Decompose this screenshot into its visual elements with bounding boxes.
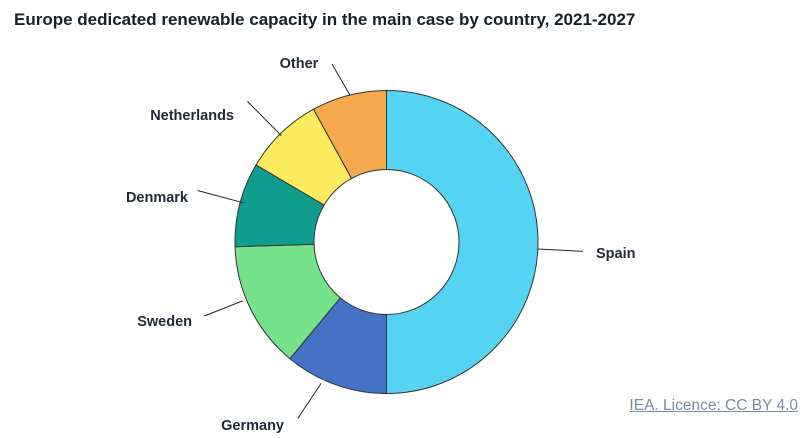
svg-text:Germany: Germany xyxy=(221,418,284,434)
svg-text:Sweden: Sweden xyxy=(137,314,192,330)
svg-text:Spain: Spain xyxy=(596,246,635,262)
svg-text:Other: Other xyxy=(280,56,319,72)
svg-text:Denmark: Denmark xyxy=(126,190,189,206)
svg-text:Netherlands: Netherlands xyxy=(150,108,234,124)
